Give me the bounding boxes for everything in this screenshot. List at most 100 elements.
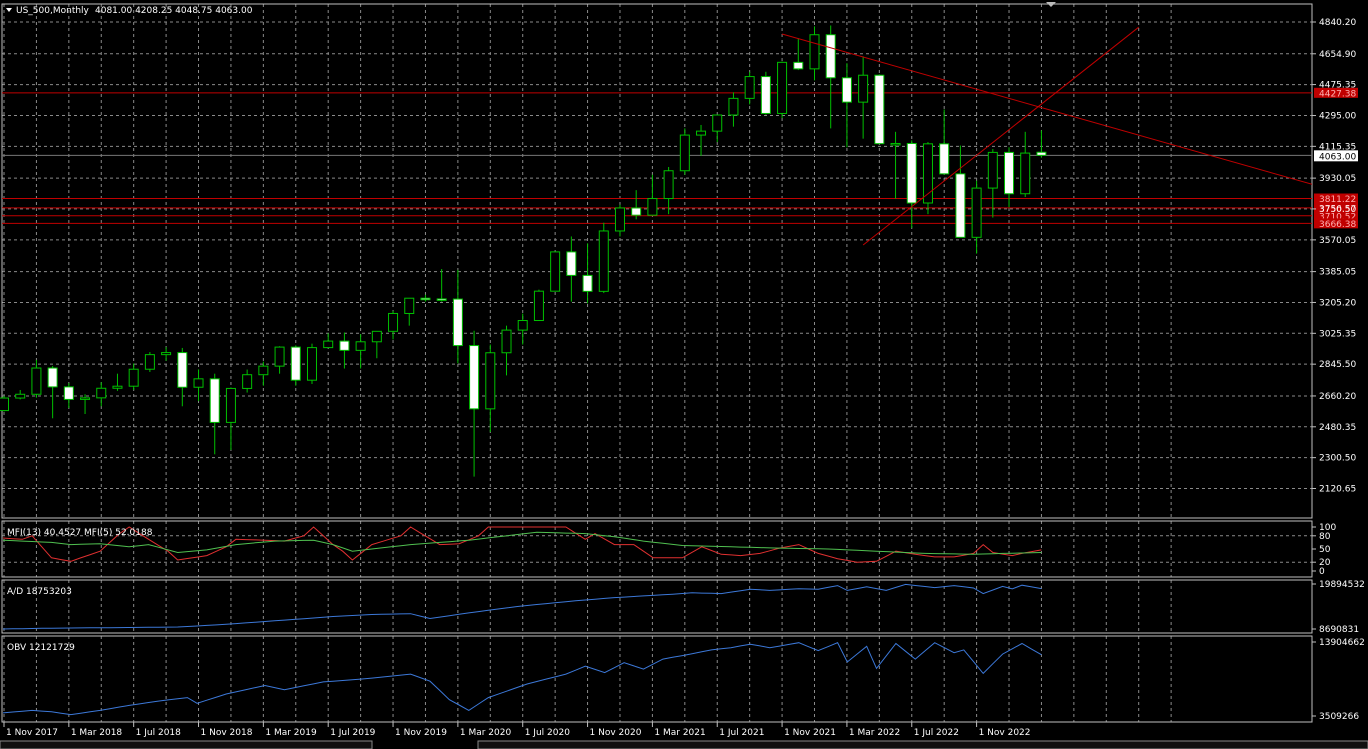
trendline[interactable] — [862, 26, 1140, 246]
price-level-tag — [1314, 87, 1358, 98]
candle — [922, 142, 933, 215]
candle-body-up — [371, 330, 382, 343]
bottom-tab[interactable] — [477, 740, 1368, 749]
trendlines[interactable] — [781, 26, 1368, 356]
series-line-mfi5 — [2, 531, 1042, 555]
candle — [533, 289, 544, 322]
candle — [987, 148, 998, 218]
candle — [388, 311, 399, 340]
candle-body-down — [841, 77, 852, 103]
ad-label: A/D 18753203 — [7, 587, 72, 597]
candle-body-up — [80, 397, 91, 400]
y-tick-label: 100 — [1319, 523, 1336, 533]
grid — [2, 4, 1312, 722]
candle — [209, 373, 220, 455]
y-tick-label: 0 — [1319, 567, 1325, 577]
candle — [404, 297, 415, 326]
y-tick-label: 80 — [1319, 532, 1331, 542]
candle — [728, 92, 739, 127]
y-tick-label: 8690831 — [1319, 625, 1359, 635]
candle — [906, 140, 917, 228]
obv-label: OBV 12121729 — [7, 643, 75, 653]
x-tick-label: 1 Jul 2020 — [525, 728, 570, 738]
candle — [744, 71, 755, 105]
price-level-label: 3811.22 — [1319, 195, 1356, 205]
candle-body-up — [517, 320, 528, 331]
y-tick-label: 2120.65 — [1319, 485, 1356, 495]
x-tick-label: 1 Mar 2018 — [71, 728, 123, 738]
candle-body-up — [987, 151, 998, 189]
panel-frame-obv — [1, 635, 1313, 723]
x-tick-label: 1 Jul 2019 — [330, 728, 375, 738]
candle — [809, 26, 820, 81]
candle — [971, 180, 982, 254]
candle — [647, 174, 658, 216]
candle — [339, 332, 350, 369]
candle-body-up — [533, 290, 544, 322]
candle-body-up — [242, 374, 253, 389]
x-tick-label: 1 Mar 2021 — [654, 728, 705, 738]
trendline[interactable] — [781, 33, 1368, 356]
candle — [598, 222, 609, 294]
candle — [777, 61, 788, 119]
candle — [177, 347, 188, 407]
chart-shift-marker-icon[interactable] — [1046, 2, 1056, 7]
candle — [306, 343, 317, 384]
x-tick-label: 1 Nov 2021 — [784, 728, 836, 738]
candle — [242, 369, 253, 393]
candle — [631, 190, 642, 220]
candle — [290, 345, 301, 386]
candle-body-up — [355, 341, 366, 351]
candle-body-up — [225, 387, 236, 423]
x-tick-label: 1 Nov 2017 — [6, 728, 58, 738]
candle — [355, 334, 366, 369]
candle-body-down — [63, 386, 74, 400]
candle-body-up — [323, 340, 334, 349]
candle-body-up — [550, 251, 561, 292]
price-level-tag — [1314, 193, 1358, 204]
dropdown-arrow-icon[interactable] — [6, 8, 12, 12]
candle-body-up — [31, 367, 42, 395]
y-tick-label: 4115.35 — [1319, 142, 1356, 152]
x-tick-label: 1 Jul 2021 — [719, 728, 764, 738]
candle — [874, 74, 885, 145]
x-tick-label: 1 Mar 2019 — [265, 728, 317, 738]
candle — [696, 124, 707, 156]
candle — [128, 363, 139, 390]
candle — [371, 330, 382, 359]
candle-body-up — [728, 97, 739, 116]
y-tick-label: 3750.50 — [1319, 205, 1356, 215]
candle-body-up — [598, 230, 609, 292]
candle — [161, 347, 172, 361]
panel-frame-main — [1, 3, 1313, 519]
candle-body-up — [712, 114, 723, 132]
candle-body-up — [485, 352, 496, 410]
candle — [955, 145, 966, 238]
candle-body-up — [890, 142, 901, 146]
candle-body-down — [760, 76, 771, 114]
series-line-ad — [2, 583, 1042, 630]
y-tick-label: 13904662 — [1319, 638, 1365, 648]
y-tick-label: 3385.05 — [1319, 268, 1356, 278]
candle — [193, 369, 204, 402]
candle-body-up — [15, 393, 26, 399]
price-level-label: 3666.38 — [1319, 220, 1356, 230]
candle-body-down — [339, 340, 350, 351]
bottom-tab[interactable] — [0, 740, 373, 749]
y-tick-label: 4475.35 — [1319, 81, 1356, 91]
y-tick-label: 3509266 — [1319, 712, 1359, 722]
candle-body-up — [306, 347, 317, 381]
candle-body-up — [679, 134, 690, 172]
y-tick-label: 2300.50 — [1319, 454, 1356, 464]
candle-body-up — [614, 207, 625, 232]
indicator-lines — [2, 526, 1042, 716]
candle-body-up — [663, 170, 674, 200]
candle — [663, 166, 674, 215]
candle-body-down — [566, 251, 577, 276]
candle — [225, 387, 236, 451]
candles — [0, 25, 1047, 477]
y-tick-label: 4654.90 — [1319, 50, 1356, 60]
current-price-label: 4063.00 — [1319, 152, 1356, 162]
